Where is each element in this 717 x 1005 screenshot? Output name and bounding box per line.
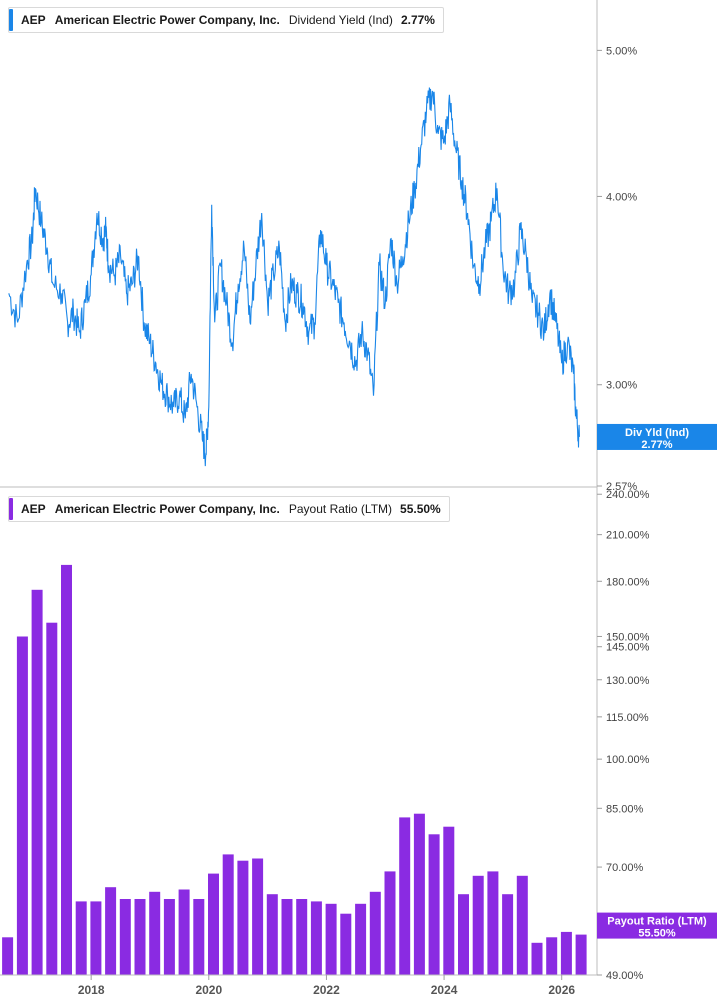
- value-tag-value: 55.50%: [638, 928, 676, 940]
- company-name: American Electric Power Company, Inc.: [54, 502, 280, 516]
- payout-ratio-bar[interactable]: [472, 875, 484, 975]
- payout-ratio-bar[interactable]: [149, 891, 161, 975]
- payout-ratio-bar[interactable]: [90, 901, 102, 975]
- dividend-yield-panel: [8, 87, 580, 467]
- metric-name: Payout Ratio (LTM): [288, 502, 393, 516]
- ticker-label: AEP: [21, 502, 46, 516]
- payout-ratio-legend[interactable]: AEP American Electric Power Company, Inc…: [8, 496, 450, 522]
- metric-value: 2.77%: [400, 13, 435, 27]
- metric-name: Dividend Yield (Ind): [288, 13, 393, 27]
- x-tick-label: 2020: [195, 983, 222, 997]
- dividend-yield-value-tag: [597, 423, 717, 450]
- payout-ratio-bar[interactable]: [208, 873, 219, 975]
- payout-ratio-bar[interactable]: [384, 871, 396, 975]
- value-tag-value: 2.77%: [641, 439, 672, 451]
- payout-ratio-bar[interactable]: [252, 858, 264, 976]
- payout-ratio-bar[interactable]: [2, 937, 14, 975]
- dividend-yield-legend[interactable]: AEP American Electric Power Company, Inc…: [8, 7, 444, 33]
- y-tick-label: 210.00%: [606, 530, 650, 542]
- x-tick-label: 2026: [548, 983, 575, 997]
- y-tick-label: 100.00%: [606, 754, 650, 766]
- payout-ratio-panel: [2, 564, 587, 976]
- y-tick-label: 3.00%: [606, 380, 637, 392]
- ticker-label: AEP: [21, 13, 46, 27]
- payout-ratio-bar[interactable]: [163, 899, 175, 975]
- series-color-swatch: [9, 498, 13, 520]
- payout-ratio-bar[interactable]: [413, 813, 425, 975]
- dividend-yield-line: [8, 87, 580, 467]
- payout-ratio-bar[interactable]: [399, 817, 411, 975]
- payout-ratio-bar[interactable]: [546, 937, 558, 975]
- payout-ratio-bar[interactable]: [281, 899, 293, 975]
- payout-ratio-bar[interactable]: [325, 903, 337, 975]
- y-tick-label: 150.00%: [606, 631, 650, 643]
- payout-ratio-bar[interactable]: [266, 894, 278, 975]
- value-tag-label: Payout Ratio (LTM): [607, 916, 707, 928]
- y-tick-label: 5.00%: [606, 45, 637, 57]
- payout-ratio-bar[interactable]: [428, 834, 440, 975]
- payout-ratio-bar[interactable]: [296, 899, 308, 975]
- y-tick-label: 2.57%: [606, 481, 637, 493]
- payout-ratio-bar[interactable]: [31, 589, 43, 975]
- payout-ratio-bar[interactable]: [75, 901, 87, 975]
- payout-ratio-bar[interactable]: [237, 860, 249, 975]
- payout-ratio-bar[interactable]: [516, 875, 528, 975]
- payout-ratio-bar[interactable]: [340, 913, 352, 975]
- y-tick-label: 240.00%: [606, 489, 650, 501]
- payout-ratio-value-tag: [597, 912, 717, 939]
- payout-ratio-bar[interactable]: [369, 891, 381, 975]
- payout-ratio-bar[interactable]: [443, 826, 455, 975]
- payout-ratio-bar[interactable]: [531, 942, 543, 975]
- y-tick-label: 49.00%: [606, 970, 644, 982]
- payout-ratio-bar[interactable]: [193, 899, 205, 975]
- payout-ratio-bar[interactable]: [46, 622, 58, 975]
- y-tick-label: 115.00%: [606, 712, 649, 724]
- y-tick-label: 70.00%: [606, 862, 644, 874]
- payout-ratio-bar[interactable]: [16, 636, 28, 976]
- y-tick-label: 180.00%: [606, 576, 650, 588]
- payout-ratio-bar[interactable]: [458, 894, 469, 975]
- y-tick-label: 85.00%: [606, 803, 644, 815]
- x-tick-label: 2022: [313, 983, 340, 997]
- value-tag-label: Div Yld (Ind): [625, 427, 689, 439]
- metric-value: 55.50%: [400, 502, 441, 516]
- y-tick-label: 4.00%: [606, 191, 637, 203]
- x-tick-label: 2018: [78, 983, 105, 997]
- series-color-swatch: [9, 9, 13, 31]
- company-name: American Electric Power Company, Inc.: [54, 13, 280, 27]
- payout-ratio-bar[interactable]: [560, 931, 572, 975]
- payout-ratio-bar[interactable]: [502, 894, 514, 975]
- payout-ratio-bar[interactable]: [222, 854, 234, 975]
- x-tick-label: 2024: [431, 983, 458, 997]
- payout-ratio-bar[interactable]: [310, 901, 322, 975]
- payout-ratio-bar[interactable]: [178, 889, 190, 976]
- payout-ratio-bar[interactable]: [575, 934, 587, 975]
- payout-ratio-bar[interactable]: [119, 899, 131, 975]
- payout-ratio-bar[interactable]: [355, 903, 367, 975]
- payout-ratio-bar[interactable]: [487, 871, 499, 975]
- payout-ratio-bar[interactable]: [105, 887, 117, 975]
- y-tick-label: 145.00%: [606, 642, 650, 654]
- y-tick-label: 130.00%: [606, 675, 650, 687]
- payout-ratio-bar[interactable]: [61, 564, 72, 975]
- payout-ratio-bar[interactable]: [134, 899, 146, 975]
